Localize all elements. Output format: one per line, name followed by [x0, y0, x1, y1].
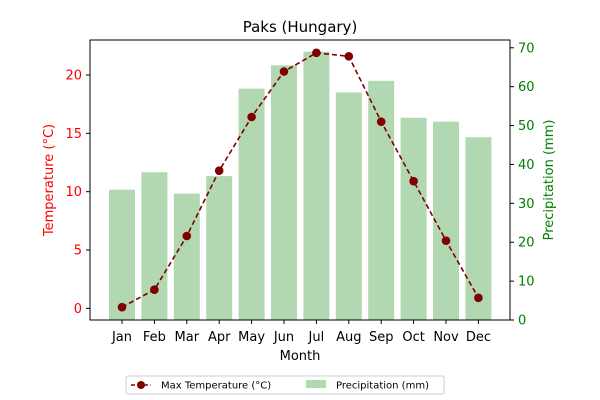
temperature-point-nov: [441, 236, 451, 245]
temperature-line-series: [117, 48, 483, 312]
precipitation-bar-jun: [271, 65, 297, 321]
plot-frame: [89, 39, 511, 321]
precipitation-bar-mar: [173, 193, 200, 320]
temperature-line: [121, 52, 480, 308]
precipitation-bar-apr: [206, 176, 233, 320]
x-tick-label: Jan: [111, 330, 132, 345]
temperature-point-jan: [117, 302, 127, 312]
temperature-point-jul: [312, 48, 321, 58]
right-y-tick-label: 60: [518, 80, 535, 95]
left-y-axis-title: Temperature (°C): [42, 124, 57, 237]
left-y-axis: 0 5 10 15 20: [65, 69, 90, 317]
legend-label-temperature: Max Temperature (°C): [161, 381, 271, 392]
temperature-point-apr: [214, 166, 224, 175]
legend-bar-swatch: [306, 380, 326, 388]
x-axis: Jan Feb Mar Apr May Jun Jul Aug Sep Oct Nov Dec: [111, 320, 491, 345]
x-tick-label: Sep: [369, 330, 394, 345]
left-y-tick-label: 5: [74, 244, 82, 259]
right-y-axis-title: Precipitation (mm): [542, 120, 557, 241]
x-tick-label: Jul: [308, 330, 325, 345]
precipitation-bar-aug: [335, 92, 362, 320]
precipitation-bar-nov: [433, 121, 459, 321]
right-y-tick-label: 40: [518, 158, 535, 173]
precipitation-bar-dec: [465, 137, 492, 320]
legend-frame: [125, 375, 445, 395]
temperature-point-jun: [279, 67, 289, 76]
legend: Max Temperature (°C) Precipitation (mm): [125, 375, 445, 395]
right-y-tick-label: 70: [518, 41, 535, 56]
x-tick-label: Nov: [433, 330, 459, 345]
temperature-point-aug: [344, 52, 354, 61]
left-y-tick-label: 10: [65, 185, 82, 200]
precipitation-bars: [109, 51, 492, 321]
x-tick-label: Mar: [175, 330, 200, 345]
precipitation-bar-sep: [368, 80, 395, 320]
x-tick-label: Dec: [466, 330, 491, 345]
left-y-tick-label: 15: [65, 127, 82, 142]
x-tick-label: Jun: [273, 330, 294, 345]
x-tick-label: Aug: [336, 330, 361, 345]
precipitation-bar-jul: [303, 51, 330, 321]
right-y-tick-label: 30: [518, 197, 535, 212]
right-y-tick-label: 10: [518, 275, 535, 290]
precipitation-bar-jan: [109, 189, 135, 320]
chart-title: Paks (Hungary): [243, 18, 358, 36]
x-axis-title: Month: [280, 349, 321, 364]
temperature-point-feb: [150, 285, 159, 294]
right-y-axis: 0 10 20 30 40 50 60 70: [510, 41, 535, 329]
precipitation-bar-feb: [141, 172, 168, 320]
left-y-tick-label: 20: [65, 69, 82, 84]
temperature-point-sep: [376, 117, 386, 126]
legend-label-precipitation: Precipitation (mm): [336, 381, 429, 392]
x-tick-label: Oct: [402, 330, 424, 345]
temperature-point-dec: [474, 293, 483, 303]
left-y-tick-label: 0: [74, 302, 82, 317]
temperature-point-oct: [409, 176, 418, 186]
x-tick-label: Feb: [143, 330, 166, 345]
precipitation-bar-may: [238, 88, 265, 320]
x-tick-label: May: [238, 330, 265, 345]
legend-line-marker: [137, 381, 145, 389]
temperature-point-mar: [182, 231, 192, 241]
right-y-tick-label: 50: [518, 119, 535, 134]
x-tick-label: Apr: [208, 330, 231, 345]
right-y-tick-label: 0: [518, 314, 526, 329]
precipitation-bar-oct: [400, 117, 427, 321]
temperature-point-may: [247, 112, 256, 122]
right-y-tick-label: 20: [518, 236, 535, 251]
